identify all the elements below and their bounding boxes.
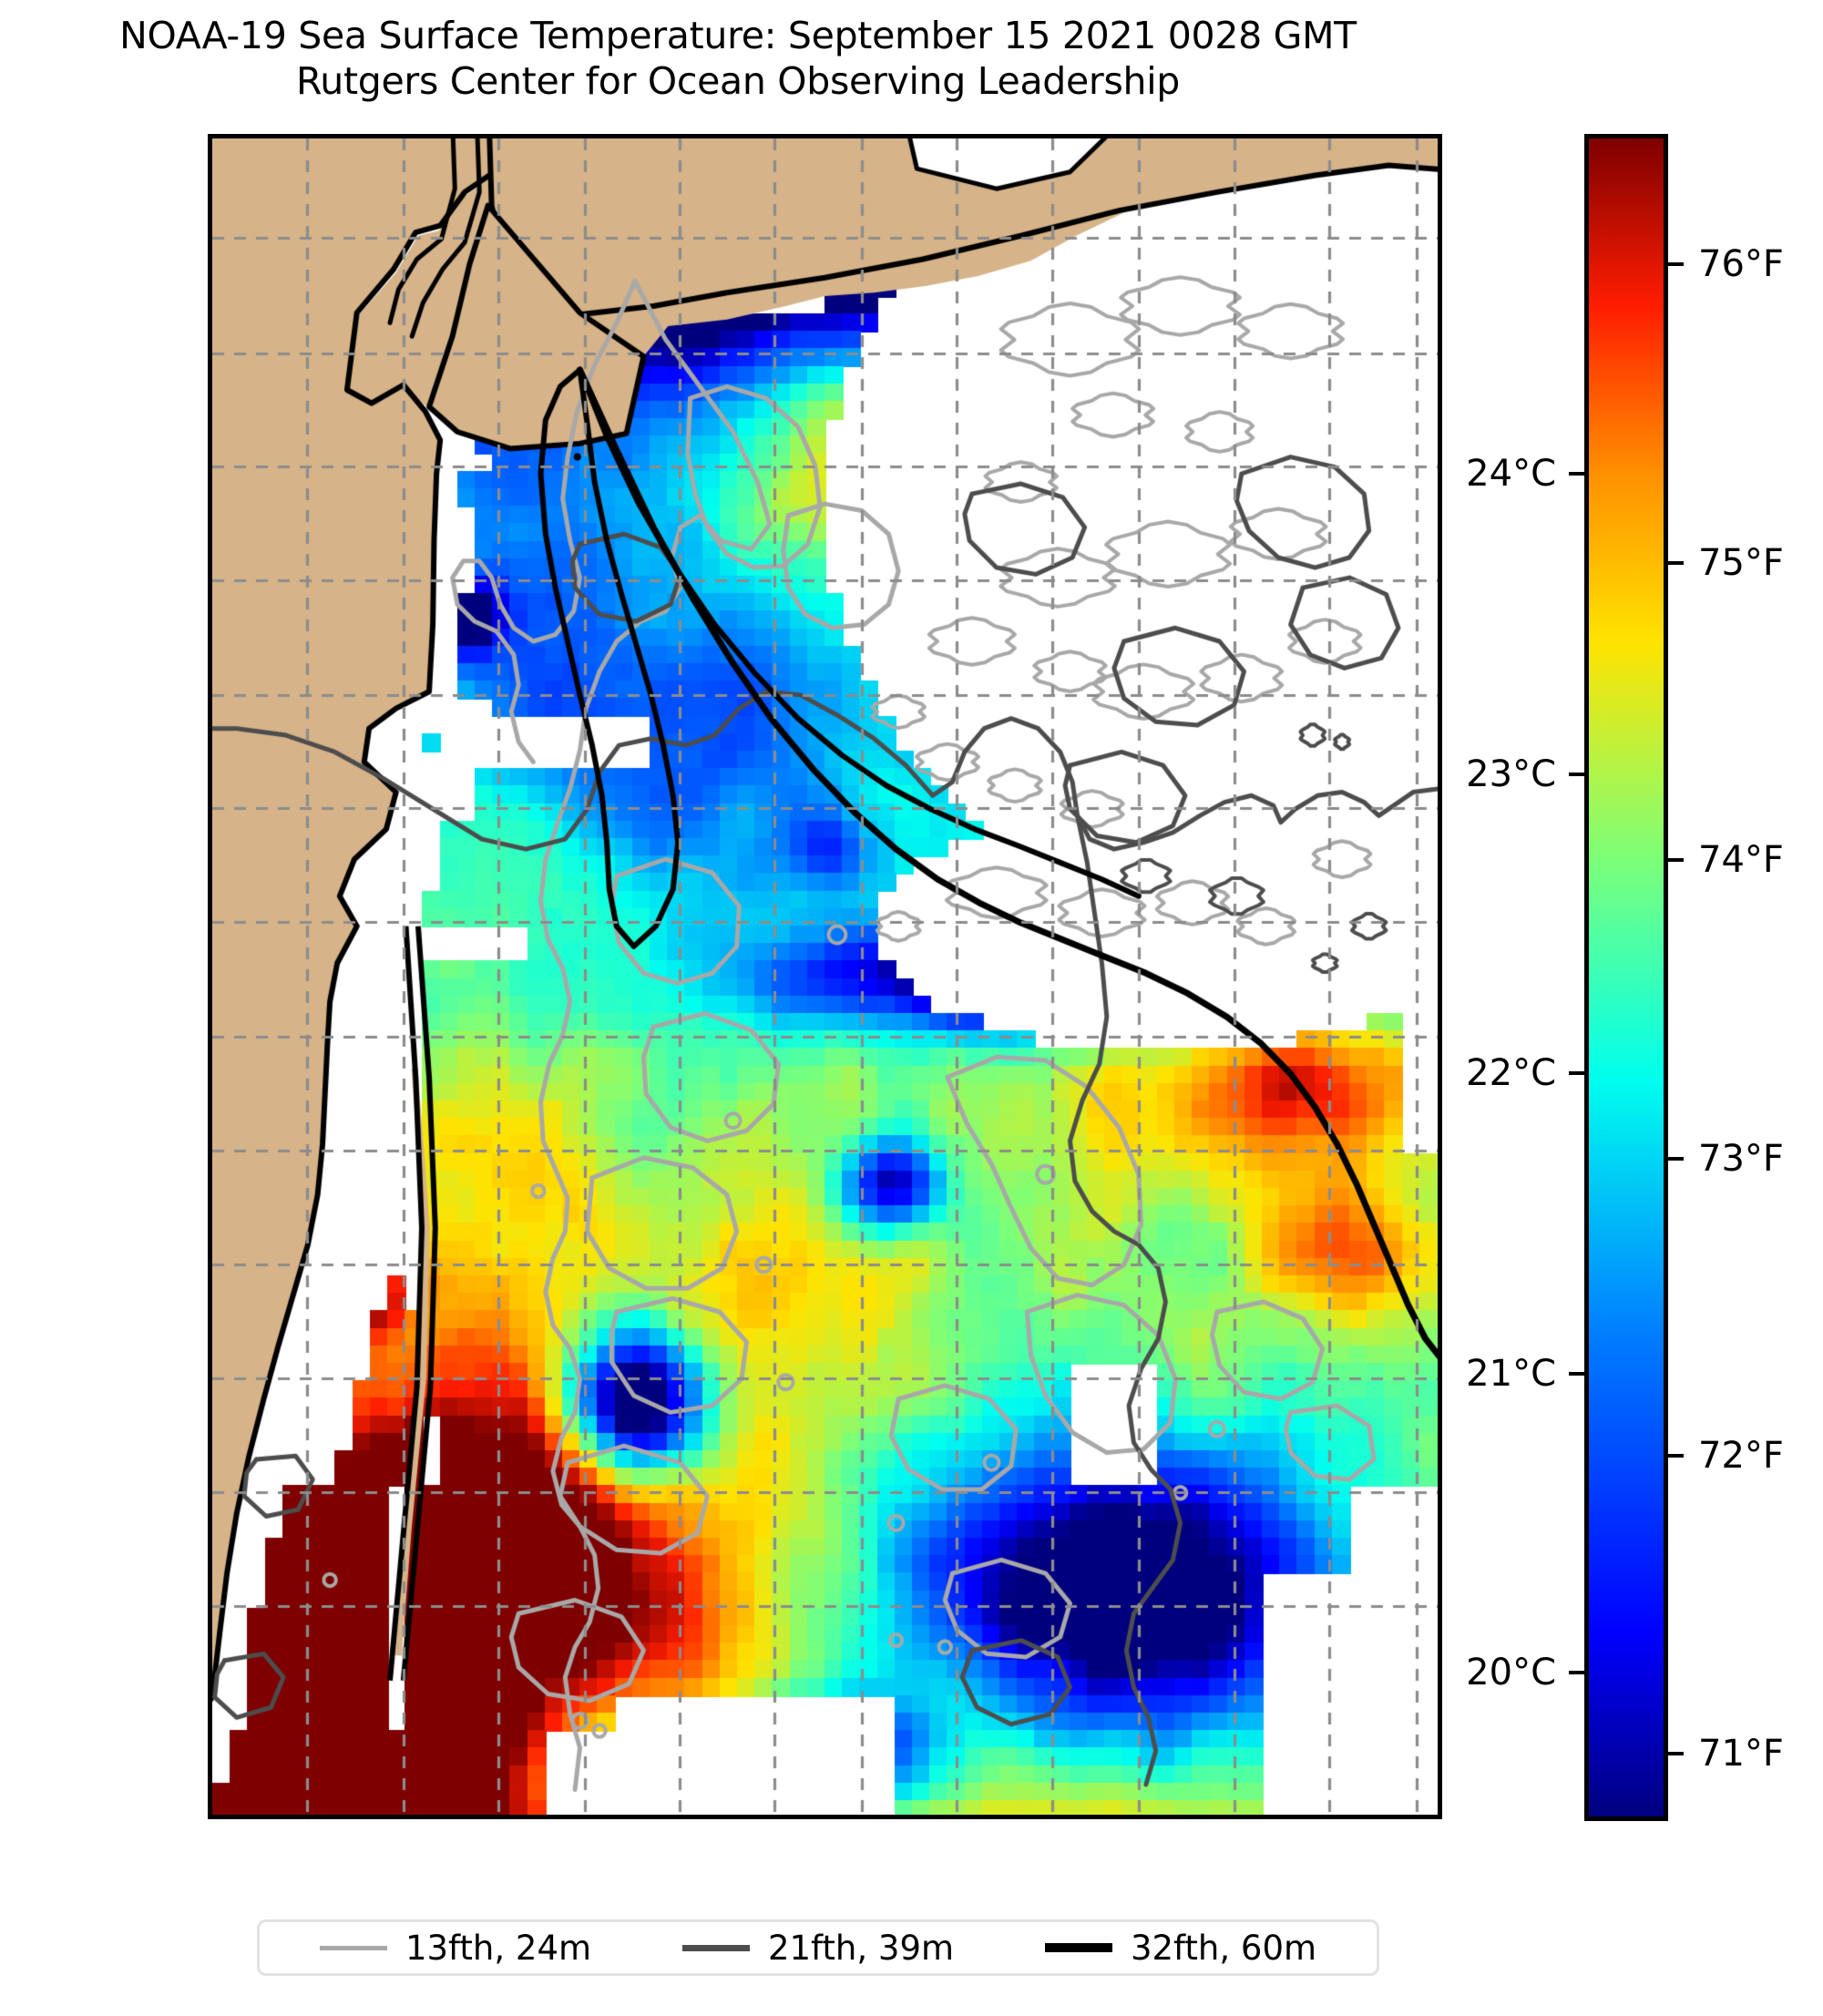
x-axis-tick <box>773 1815 776 1819</box>
colorbar-label-celsius: 23°C <box>1466 753 1556 796</box>
colorbar-label-fahrenheit: 74°F <box>1698 839 1784 882</box>
y-axis-tick <box>208 236 212 240</box>
y-axis-tick <box>208 1035 212 1039</box>
legend-label: 13fth, 24m <box>405 1928 592 1968</box>
temperature-colorbar[interactable]: 76°F 75°F 74°F 73°F 72°F 71°F 24°C 23°C 22°C 21°C… <box>1466 134 1784 1821</box>
x-axis-tick <box>1327 1815 1331 1819</box>
contour-line-swatch-24m <box>319 1945 387 1950</box>
colorbar-label-fahrenheit: 71°F <box>1698 1732 1784 1775</box>
colorbar-label-celsius: 22°C <box>1466 1051 1556 1094</box>
y-axis-tick <box>208 1604 212 1609</box>
contour-line-swatch-60m <box>1044 1943 1112 1952</box>
x-axis-tick <box>678 1815 681 1819</box>
colorbar-tick-f <box>1664 262 1684 267</box>
y-axis-tick <box>208 920 212 925</box>
colorbar-tick-c <box>1569 1070 1589 1075</box>
legend-item: 13fth, 24m <box>319 1928 592 1968</box>
colorbar-label-celsius: 20°C <box>1466 1651 1556 1694</box>
graticule-grid-layer <box>212 138 1438 1815</box>
sst-map-canvas-stack <box>212 138 1438 1815</box>
legend-label: 21fth, 39m <box>767 1928 955 1968</box>
colorbar-label-fahrenheit: 75°F <box>1698 542 1784 585</box>
y-axis-tick <box>208 693 212 697</box>
colorbar-tick-c <box>1569 773 1589 777</box>
bathymetry-legend: 13fth, 24m 21fth, 39m 32fth, 60m <box>257 1919 1379 1976</box>
contour-line-swatch-39m <box>681 1944 750 1951</box>
colorbar-label-fahrenheit: 76°F <box>1698 243 1784 286</box>
x-axis-tick <box>1415 1815 1420 1819</box>
y-axis-tick <box>208 578 212 583</box>
y-axis-tick <box>208 806 212 810</box>
colorbar-tick-c <box>1569 1371 1589 1376</box>
legend-item: 21fth, 39m <box>681 1928 955 1968</box>
colorbar-tick-f <box>1664 1156 1684 1161</box>
x-axis-tick <box>1233 1815 1236 1819</box>
page-title: NOAA-19 Sea Surface Temperature: Septemb… <box>119 14 1357 57</box>
legend-item: 32fth, 60m <box>1044 1928 1317 1968</box>
x-axis-tick <box>955 1815 958 1819</box>
colorbar-tick-c <box>1569 472 1589 476</box>
colorbar-label-fahrenheit: 73°F <box>1698 1137 1784 1180</box>
chart-title-block: NOAA-19 Sea Surface Temperature: Septemb… <box>0 13 1476 104</box>
y-axis-tick <box>208 352 212 355</box>
y-axis-tick <box>208 1149 212 1152</box>
colorbar-tick-f <box>1664 858 1684 863</box>
colorbar-tick-f <box>1664 561 1684 566</box>
colorbar-label-fahrenheit: 72°F <box>1698 1434 1784 1477</box>
page-subtitle: Rutgers Center for Ocean Observing Leade… <box>295 59 1181 104</box>
x-axis-tick <box>1050 1815 1054 1819</box>
x-axis-tick <box>497 1815 500 1819</box>
legend-label: 32fth, 60m <box>1130 1928 1317 1968</box>
x-axis-tick <box>1137 1815 1142 1819</box>
colorbar-label-celsius: 24°C <box>1466 453 1556 496</box>
x-axis-tick <box>402 1815 405 1819</box>
sst-map-plot[interactable]: 40°30'N40°15'N40°0'N39°45'N39°30'N74°15'… <box>208 134 1442 1819</box>
colorbar-tick-f <box>1664 1453 1684 1458</box>
x-axis-tick <box>305 1815 311 1819</box>
y-axis-tick <box>208 1263 212 1267</box>
colorbar-label-celsius: 21°C <box>1466 1352 1556 1395</box>
colorbar-tick-f <box>1664 1751 1684 1755</box>
x-axis-tick <box>583 1815 589 1819</box>
x-axis-tick <box>860 1815 865 1819</box>
colorbar-tick-c <box>1569 1670 1589 1674</box>
y-axis-tick <box>208 1376 212 1380</box>
y-axis-tick <box>208 465 212 468</box>
y-axis-tick <box>208 1490 212 1494</box>
